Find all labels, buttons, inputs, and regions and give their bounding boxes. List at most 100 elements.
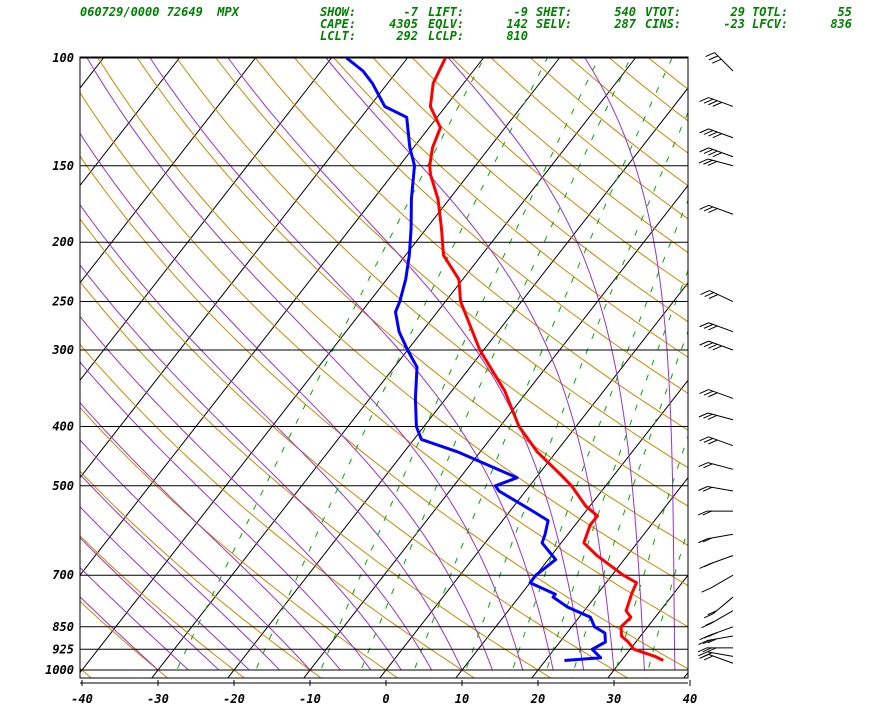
isotherm-line [607, 574, 688, 678]
wind-barb-feather [699, 436, 709, 442]
wind-barb-feather [708, 325, 718, 331]
index-value-lclp: 810 [506, 29, 528, 43]
wind-barbs [697, 52, 734, 664]
dry-adiabat-line [294, 57, 688, 394]
dry-adiabat-line [80, 343, 476, 678]
thermodynamic-background-lines [80, 57, 895, 683]
wind-barb-staff [708, 340, 734, 351]
index-value-eqlv: 142 [506, 17, 528, 31]
dry-adiabat-line [727, 58, 895, 683]
moist-adiabat-line [149, 57, 554, 671]
wind-barb-feather [707, 647, 717, 653]
pressure-tick-label: 1000 [45, 663, 74, 677]
pressure-tick-label: 925 [52, 642, 74, 656]
wind-barb-feather [704, 292, 714, 297]
dry-adiabat-line [333, 57, 688, 358]
index-label-vtot: VTOT: [645, 5, 682, 19]
dry-adiabat-line [80, 91, 688, 628]
pressure-tick-label: 200 [51, 235, 74, 249]
moist-adiabat-line [80, 536, 220, 671]
wind-barb-feather [708, 208, 718, 213]
index-label-selv: SELV: [536, 17, 573, 31]
pressure-tick-label: 300 [51, 343, 74, 357]
wind-barb-feather [712, 101, 722, 107]
index-label-cape: CAPE: [320, 17, 357, 31]
pressure-tick-label: 400 [52, 419, 74, 433]
isotherm-line [80, 57, 484, 576]
wind-barb-feather [712, 133, 722, 139]
temperature-tick-label: 10 [455, 692, 469, 706]
dry-adiabat-line [530, 57, 688, 187]
wind-barb-feather [708, 343, 718, 349]
wind-barb-feather [712, 345, 722, 351]
index-value-totl: 55 [837, 5, 852, 19]
wind-barb-feather [703, 149, 714, 154]
index-value-show: -7 [403, 5, 418, 19]
moist-adiabat-line [80, 439, 311, 671]
mixing-ratio-line [570, 329, 688, 678]
index-value-vtot: 29 [730, 5, 745, 19]
index-value-shet: 540 [614, 5, 636, 19]
wind-barb-feather [703, 130, 714, 135]
wind-barb-feather [703, 390, 714, 396]
wind-barb-feather [702, 510, 712, 516]
wind-barb-feather [705, 620, 715, 626]
wind-barb-feather [702, 486, 713, 492]
index-label-lclt: LCLT: [320, 29, 357, 43]
dry-adiabat-line [80, 155, 688, 670]
wind-barb-feather [703, 342, 714, 348]
wind-barb-staff [708, 322, 734, 333]
temperature-profile-line [428, 57, 664, 662]
dry-adiabat-line [97, 57, 688, 587]
index-value-lclt: 292 [396, 29, 418, 43]
wind-barb-feather [703, 437, 714, 443]
wind-barb-feather [712, 152, 722, 158]
wind-barb-feather [698, 462, 709, 468]
wind-barb-staff [708, 389, 734, 399]
wind-barb-feather [701, 587, 711, 593]
pressure-tick-label: 250 [51, 295, 74, 309]
wind-barb-feather [702, 647, 712, 653]
wind-barb-feather [703, 463, 713, 469]
isobar-lines [80, 57, 688, 671]
mixing-ratio-line [410, 57, 673, 678]
wind-barb-feather [699, 147, 709, 153]
temperature-tick-label: -20 [223, 692, 245, 706]
temperature-tick-label: 0 [382, 692, 389, 706]
wind-barb-feather [699, 653, 709, 659]
wind-barb-feather [703, 655, 714, 661]
pressure-tick-label: 100 [52, 51, 74, 65]
dry-adiabat-line [372, 57, 688, 323]
index-label-totl: TOTL: [752, 5, 789, 19]
wind-barb-feather [712, 58, 722, 64]
wind-barb-feather [708, 294, 719, 299]
wind-barb-feather [705, 52, 715, 58]
station-id-line: 060729/0000 72649 MPX [80, 5, 239, 19]
wind-barb-feather [699, 389, 709, 395]
wind-barb-feather [707, 161, 718, 166]
wind-barb-feather [699, 204, 709, 210]
wind-barb-staff [709, 290, 734, 302]
wind-barb-feather [700, 290, 710, 296]
wind-barb-feather [703, 413, 713, 419]
temperature-tick-label: 30 [606, 692, 621, 706]
wind-barb-staff [714, 52, 734, 72]
wind-barb-feather [703, 98, 714, 104]
dry-adiabat-line [80, 667, 92, 678]
wind-barb-feather [708, 131, 718, 137]
wind-barb-feather [697, 647, 708, 653]
index-label-eqlv: EQLV: [428, 17, 465, 31]
sounding-indices-header: 060729/0000 72649 MPX SHOW: -7 LIFT: -9 … [0, 0, 895, 43]
isotherm-line [756, 58, 895, 683]
dry-adiabat-line [80, 470, 322, 678]
wind-barb-staff [708, 147, 734, 158]
moist-adiabat-line [80, 596, 159, 671]
wind-barb-feather [699, 128, 709, 134]
index-value-cape: 4305 [389, 17, 418, 31]
mixing-ratio-line [357, 57, 631, 678]
wind-barb-feather [708, 632, 718, 637]
wind-barb-feather [703, 159, 713, 165]
index-label-lfcv: LFCV: [752, 17, 789, 31]
wind-barb-feather [703, 323, 714, 329]
